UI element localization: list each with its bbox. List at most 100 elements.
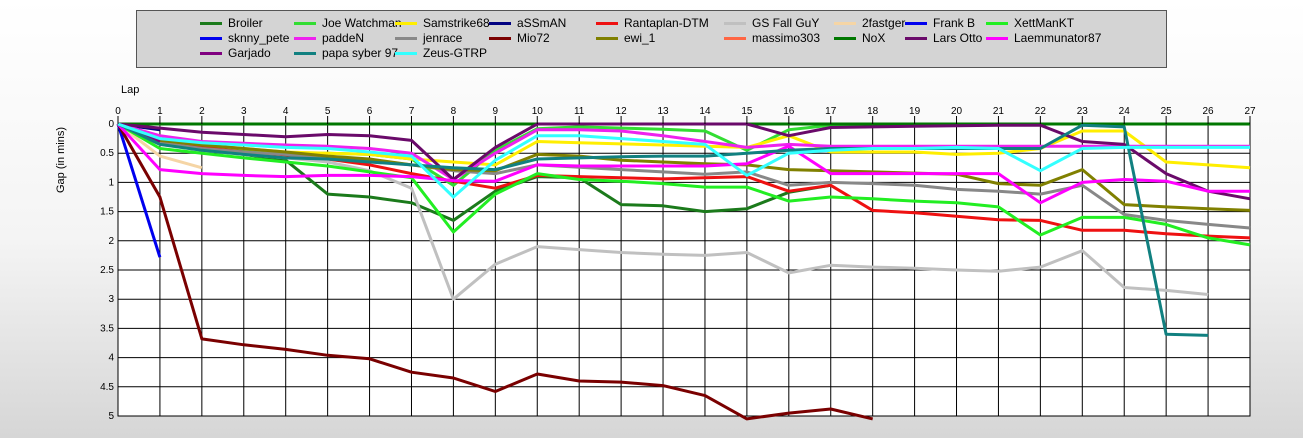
- legend-label: Garjado: [228, 46, 271, 60]
- y-tick-label: 4: [108, 353, 114, 364]
- legend: Broiler Joe Watchman Samstrike68 aSSmAN Rant…: [136, 10, 1167, 68]
- legend-label: XettManKT: [1014, 16, 1075, 30]
- series-line: [116, 123, 162, 258]
- legend-item: Frank B: [905, 16, 975, 30]
- x-tick-label: 13: [657, 106, 669, 117]
- legend-swatch: [905, 21, 927, 25]
- x-tick-label: 5: [325, 106, 331, 117]
- legend-item: massimo303: [724, 31, 820, 45]
- legend-item: Rantaplan-DTM: [596, 16, 709, 30]
- legend-label: Rantaplan-DTM: [624, 16, 709, 30]
- x-axis-label: Lap: [121, 84, 139, 96]
- series-line: [117, 122, 1251, 230]
- legend-swatch: [596, 36, 618, 40]
- legend-swatch: [834, 36, 856, 40]
- legend-item: Zeus-GTRP: [395, 46, 487, 60]
- x-tick-label: 11: [574, 106, 585, 117]
- legend-swatch: [596, 21, 618, 25]
- legend-swatch: [294, 51, 316, 55]
- x-tick-label: 1: [157, 106, 163, 117]
- legend-item: Broiler: [200, 16, 263, 30]
- legend-label: Joe Watchman: [322, 16, 402, 30]
- x-tick-label: 12: [616, 106, 628, 117]
- legend-swatch: [200, 51, 222, 55]
- series-line: [116, 122, 1250, 205]
- legend-swatch: [724, 21, 746, 25]
- y-tick-label: 4.5: [100, 382, 114, 393]
- legend-item: jenrace: [395, 31, 462, 45]
- y-axis-ticks: 0 0.5 1 1.5 2 2.5 3 3.5 4 4.5 5: [100, 119, 114, 422]
- legend-label: Zeus-GTRP: [423, 46, 488, 60]
- legend-label: sknny_pete: [228, 31, 290, 45]
- y-tick-label: 2: [108, 236, 114, 247]
- y-tick-label: 2.5: [100, 265, 114, 276]
- legend-label: massimo303: [752, 31, 821, 45]
- y-tick-label: 5: [108, 411, 114, 422]
- legend-item: Lars Otto: [905, 31, 982, 45]
- x-tick-label: 6: [367, 106, 373, 117]
- legend-label: GS Fall GuY: [752, 16, 820, 30]
- legend-item: paddeN: [294, 31, 364, 45]
- y-axis-label: Gap (in mins): [55, 127, 67, 193]
- legend-swatch: [395, 21, 417, 25]
- legend-item: Garjado: [200, 46, 271, 60]
- legend-swatch: [294, 36, 316, 40]
- series-line: [117, 122, 1251, 247]
- series-line: [117, 122, 1250, 181]
- x-tick-label: 23: [1077, 106, 1089, 117]
- x-tick-label: 25: [1161, 106, 1173, 117]
- series-line: [117, 122, 1209, 337]
- legend-swatch: [294, 21, 316, 25]
- legend-item: GS Fall GuY: [724, 16, 819, 30]
- x-tick-label: 3: [241, 106, 247, 117]
- x-tick-label: 24: [1119, 106, 1131, 117]
- legend-swatch: [986, 21, 1008, 25]
- legend-label: papa syber 97: [322, 46, 399, 60]
- x-tick-label: 27: [1244, 106, 1256, 117]
- legend-item: 2fastger: [834, 16, 905, 30]
- legend-item: XettManKT: [986, 16, 1074, 30]
- legend-label: aSSmAN: [517, 16, 567, 30]
- legend-label: 2fastger: [862, 16, 906, 30]
- legend-label: jenrace: [423, 31, 463, 45]
- x-tick-label: 22: [1035, 106, 1047, 117]
- legend-swatch: [834, 21, 856, 25]
- legend-label: Mio72: [517, 31, 550, 45]
- x-tick-label: 16: [783, 106, 795, 117]
- x-tick-label: 15: [741, 106, 753, 117]
- y-tick-label: 1.5: [100, 207, 114, 218]
- series-line: [116, 123, 874, 421]
- x-tick-label: 0: [115, 106, 121, 117]
- legend-label: Laemmunator87: [1014, 31, 1102, 45]
- legend-label: Frank B: [933, 16, 976, 30]
- legend-item: ewi_1: [596, 31, 655, 45]
- legend-swatch: [395, 51, 417, 55]
- series-line: [117, 122, 203, 170]
- series-line: [117, 122, 1251, 212]
- x-tick-label: 21: [993, 106, 1005, 117]
- legend-swatch: [986, 36, 1008, 40]
- legend-swatch: [724, 36, 746, 40]
- y-tick-label: 0: [108, 119, 114, 130]
- x-tick-label: 9: [493, 106, 499, 117]
- legend-item: Joe Watchman: [294, 16, 402, 30]
- x-tick-label: 20: [951, 106, 963, 117]
- x-tick-label: 26: [1203, 106, 1215, 117]
- legend-item: Mio72: [489, 31, 550, 45]
- x-tick-label: 7: [409, 106, 415, 117]
- series-lines: [116, 122, 1251, 421]
- x-tick-label: 14: [699, 106, 711, 117]
- legend-swatch: [489, 21, 511, 25]
- x-tick-label: 8: [451, 106, 457, 117]
- x-tick-label: 10: [532, 106, 544, 117]
- y-tick-label: 0.5: [100, 148, 114, 159]
- x-axis-ticks: 0 1 2 3 4 5 6 7 8 9 10 11 12 13 14 15 16 17 18 19 20 21 22 23 24…: [115, 106, 1256, 124]
- legend-item: papa syber 97: [294, 46, 398, 60]
- x-tick-label: 19: [909, 106, 921, 117]
- x-tick-label: 18: [867, 106, 879, 117]
- legend-label: NoX: [862, 31, 886, 45]
- x-tick-label: 4: [283, 106, 289, 117]
- x-tick-label: 2: [199, 106, 205, 117]
- series-line: [117, 122, 1250, 199]
